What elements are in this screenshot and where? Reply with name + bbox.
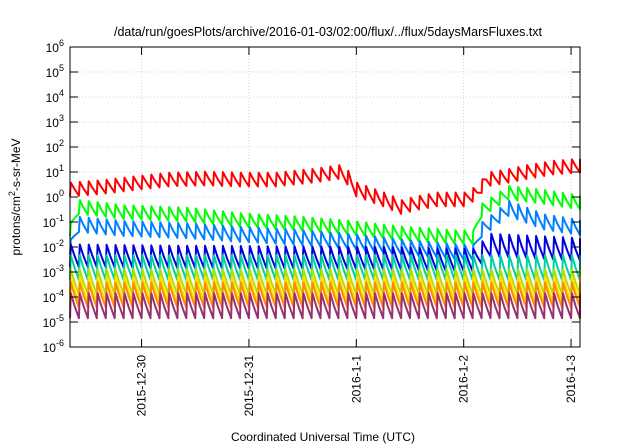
y-tick-label: 10-3 xyxy=(43,263,64,280)
y-axis-label: protons/cm2-s-sr-MeV xyxy=(7,138,23,255)
x-tick-label: 2016-1-1 xyxy=(349,355,363,403)
chart-title: /data/run/goesPlots/archive/2016-01-03/0… xyxy=(114,25,543,39)
x-tick-label: 2016-1-3 xyxy=(564,355,578,403)
y-tick-label: 101 xyxy=(46,163,64,180)
y-axis: 10-6 10-5 10-4 10-3 10-2 10-1 100 101 102 103 104 1… xyxy=(43,38,580,355)
y-tick-label: 100 xyxy=(46,188,64,205)
y-tick-label: 104 xyxy=(46,88,64,105)
y-tick-label: 105 xyxy=(46,63,64,80)
y-tick-label: 106 xyxy=(46,38,64,55)
x-tick-label: 2016-1-2 xyxy=(457,355,471,403)
series-line-5 xyxy=(69,268,581,296)
y-tick-label: 10-1 xyxy=(43,213,64,230)
x-axis-label: Coordinated Universal Time (UTC) xyxy=(231,430,415,444)
y-tick-label: 10-6 xyxy=(43,338,64,355)
series-line-2 xyxy=(69,199,581,261)
series-line-8 xyxy=(69,292,581,320)
series-line-4 xyxy=(69,254,581,282)
series-line-1 xyxy=(69,184,581,245)
series-line-7 xyxy=(69,281,581,309)
y-tick-label: 102 xyxy=(46,138,64,155)
series-line-6 xyxy=(69,276,581,303)
x-tick-label: 2015-12-31 xyxy=(242,355,256,417)
series-line-3 xyxy=(69,232,581,273)
plot-series xyxy=(69,158,581,320)
x-axis: 2015-12-30 2015-12-31 2016-1-1 2016-1-2 2016… xyxy=(135,47,578,416)
y-tick-label: 10-2 xyxy=(43,238,64,255)
y-tick-label: 10-5 xyxy=(43,313,64,330)
x-tick-label: 2015-12-30 xyxy=(135,355,149,417)
y-tick-label: 103 xyxy=(46,113,64,130)
y-tick-label: 10-4 xyxy=(43,288,64,305)
series-line-0 xyxy=(69,158,581,215)
